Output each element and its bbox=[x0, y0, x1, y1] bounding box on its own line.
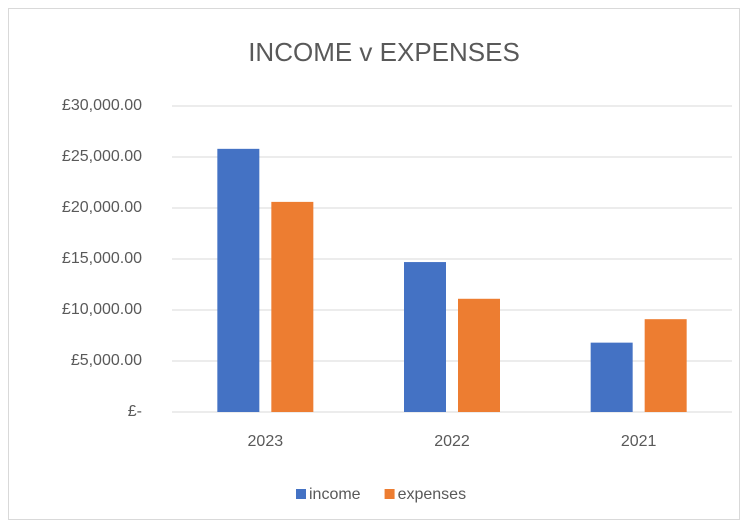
x-tick-label: 2021 bbox=[621, 433, 657, 450]
bar bbox=[458, 298, 500, 412]
y-tick-label: £10,000.00 bbox=[62, 301, 142, 318]
y-tick-label: £5,000.00 bbox=[71, 352, 142, 369]
legend-label: expenses bbox=[398, 486, 467, 503]
legend-label: income bbox=[309, 486, 361, 503]
x-tick-label: 2022 bbox=[434, 433, 470, 450]
legend-swatch bbox=[296, 489, 306, 499]
y-tick-label: £30,000.00 bbox=[62, 97, 142, 114]
y-tick-label: £- bbox=[128, 403, 142, 420]
bar bbox=[644, 319, 687, 412]
legend-swatch bbox=[384, 489, 395, 499]
y-tick-label: £15,000.00 bbox=[62, 250, 142, 267]
y-tick-label: £25,000.00 bbox=[62, 148, 142, 165]
bar bbox=[590, 342, 633, 412]
x-tick-label: 2023 bbox=[248, 433, 284, 450]
bar bbox=[404, 262, 446, 412]
chart-title: INCOME v EXPENSES bbox=[248, 37, 520, 67]
bar bbox=[271, 201, 314, 412]
y-tick-label: £20,000.00 bbox=[62, 199, 142, 216]
bar bbox=[217, 148, 260, 412]
chart-border bbox=[8, 8, 740, 520]
